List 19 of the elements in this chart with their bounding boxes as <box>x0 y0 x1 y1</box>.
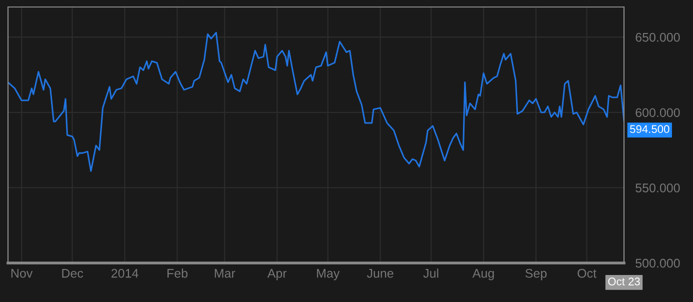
x-tick-label: Jul <box>423 268 438 278</box>
y-tick-label: 650.000 <box>636 32 680 42</box>
x-tick-label: May <box>317 269 340 280</box>
x-tick-label: June <box>366 269 394 278</box>
x-tick-label: Feb <box>167 268 188 278</box>
line-series <box>8 32 624 172</box>
y-tick-label: 550.000 <box>636 184 680 192</box>
x-tick-label: Sep <box>525 268 547 280</box>
x-tick-label: Mar <box>214 269 236 278</box>
x-tick-label: Nov <box>11 269 33 278</box>
text: Oct 23 <box>608 278 640 286</box>
x-tick-label: Apr <box>267 269 287 280</box>
annotation: 594.500 <box>630 125 670 134</box>
x-tick-label: Dec <box>62 269 84 278</box>
x-tick-label: Aug <box>472 269 494 280</box>
y-tick-label: 500.000 <box>636 258 680 268</box>
x-tick-label: Oct <box>578 268 596 278</box>
x-tick-label: 2014 <box>111 268 138 278</box>
y-tick-label: 600.000 <box>636 108 680 118</box>
